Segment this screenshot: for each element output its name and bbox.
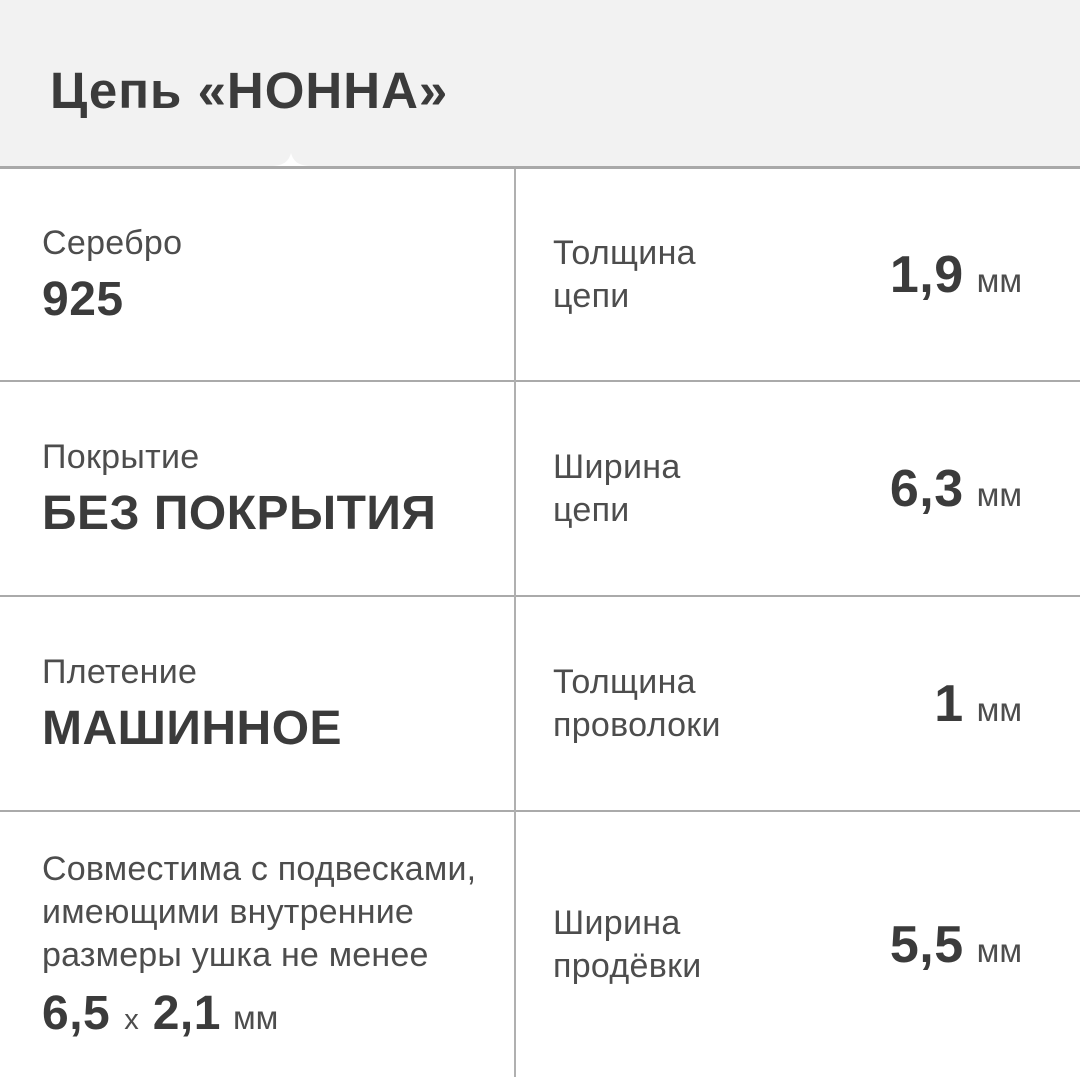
silver-label: Серебро — [42, 223, 183, 262]
label-line: Ширина — [553, 447, 681, 486]
threading-width-value-block: 5,5 мм — [890, 915, 1022, 975]
cell-silver: Серебро 925 — [0, 169, 514, 380]
spec-row-coating: Покрытие БЕЗ ПОКРЫТИЯ Ширина цепи 6,3 мм — [0, 382, 1080, 597]
description-line: Совместима с подвесками, — [42, 850, 477, 888]
size-unit: мм — [232, 999, 279, 1036]
spec-row-weave: Плетение МАШИННОЕ Толщина проволоки 1 мм — [0, 597, 1080, 812]
size-width-value: 6,5 — [42, 987, 111, 1040]
cell-chain-thickness: Толщина цепи 1,9 мм — [514, 169, 1080, 380]
label-line: цепи — [553, 490, 630, 529]
wire-thickness-value: 1 — [934, 674, 964, 733]
label-line: Толщина — [553, 233, 696, 272]
label-line: продёвки — [553, 946, 702, 985]
coating-value: БЕЗ ПОКРЫТИЯ — [42, 486, 437, 540]
wire-thickness-label: Толщина проволоки — [553, 661, 721, 747]
chain-width-unit: мм — [976, 475, 1022, 513]
spec-row-material: Серебро 925 Толщина цепи 1,9 мм — [0, 169, 1080, 382]
chain-thickness-value-block: 1,9 мм — [890, 245, 1022, 305]
cell-weave: Плетение МАШИННОЕ — [0, 597, 514, 810]
cell-compatibility: Совместима с подвесками, имеющими внутре… — [0, 812, 514, 1077]
label-line: Ширина — [553, 903, 681, 942]
cell-wire-thickness: Толщина проволоки 1 мм — [514, 597, 1080, 810]
threading-width-label: Ширина продёвки — [553, 902, 702, 988]
description-line: размеры ушка не менее — [42, 936, 429, 974]
header: Цепь «НОННА» — [0, 0, 1080, 169]
wire-thickness-value-block: 1 мм — [934, 674, 1022, 734]
label-line: Толщина — [553, 662, 696, 701]
silver-value: 925 — [42, 272, 124, 326]
compatibility-description: Совместима с подвесками, имеющими внутре… — [42, 848, 494, 977]
threading-width-unit: мм — [976, 931, 1022, 969]
size-height-value: 2,1 — [152, 987, 221, 1040]
cell-threading-width: Ширина продёвки 5,5 мм — [514, 812, 1080, 1077]
chain-thickness-label: Толщина цепи — [553, 232, 696, 318]
description-line: имеющими внутренние — [42, 893, 415, 931]
weave-label: Плетение — [42, 652, 198, 691]
chain-thickness-unit: мм — [976, 261, 1022, 299]
spec-row-compatibility: Совместима с подвесками, имеющими внутре… — [0, 812, 1080, 1077]
chain-width-value: 6,3 — [889, 459, 964, 518]
label-line: цепи — [553, 276, 630, 315]
size-separator: х — [124, 1004, 139, 1036]
wire-thickness-unit: мм — [976, 690, 1022, 728]
spec-table: Серебро 925 Толщина цепи 1,9 мм Покрытие … — [0, 169, 1080, 1077]
threading-width-value: 5,5 — [889, 915, 964, 974]
cell-coating: Покрытие БЕЗ ПОКРЫТИЯ — [0, 382, 514, 595]
compatibility-size: 6,5 х 2,1 мм — [42, 986, 494, 1041]
chain-width-value-block: 6,3 мм — [890, 459, 1022, 519]
weave-value: МАШИННОЕ — [42, 701, 343, 755]
bubble-tail-icon — [272, 153, 310, 166]
chain-width-label: Ширина цепи — [553, 446, 681, 532]
label-line: проволоки — [553, 705, 721, 744]
page-title: Цепь «НОННА» — [50, 61, 449, 119]
cell-chain-width: Ширина цепи 6,3 мм — [514, 382, 1080, 595]
column-divider — [514, 169, 516, 1077]
coating-label: Покрытие — [42, 437, 200, 476]
chain-thickness-value: 1,9 — [889, 245, 964, 304]
